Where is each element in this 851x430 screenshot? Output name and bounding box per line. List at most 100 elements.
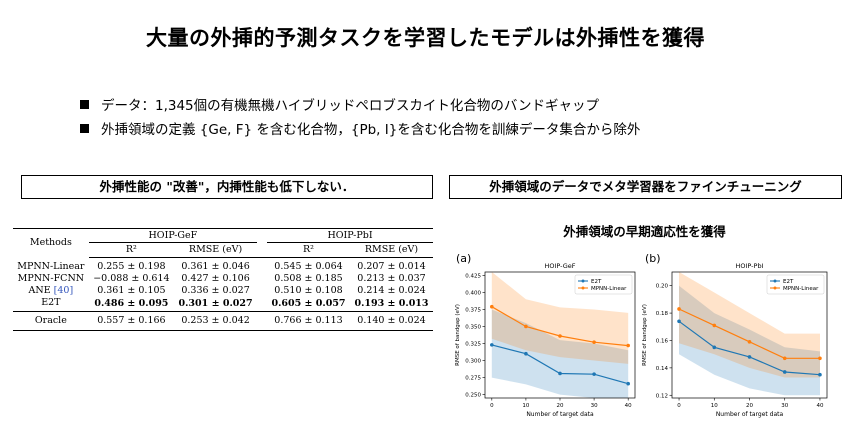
legend-label: E2T [591, 279, 602, 285]
data-point [782, 370, 787, 374]
panel-label: (b) [645, 252, 661, 265]
data-point [747, 355, 752, 359]
y-tick-label: 0.425 [465, 273, 481, 279]
row-method: E2T [13, 297, 89, 312]
data-point [592, 340, 596, 344]
data-point [712, 345, 717, 350]
data-point [592, 372, 596, 376]
slide-title: 大量の外挿的予測タスクを学習したモデルは外挿性を獲得 [146, 26, 705, 50]
y-tick-label: 0.18 [656, 311, 669, 317]
cell-rmse-gef: 0.336 ± 0.027 [181, 285, 250, 296]
methods-header: Methods [13, 228, 89, 258]
cell-rmse-pbi: 0.140 ± 0.024 [349, 311, 433, 331]
cell-rmse-pbi: 0.193 ± 0.013 [349, 297, 433, 312]
cell-rmse-gef: 0.301 ± 0.027 [174, 297, 258, 312]
data-point [524, 351, 528, 356]
bullet-data: データ：1,345個の有機無機ハイブリッドペロブスカイト化合物のバンドギャップ [80, 94, 599, 114]
x-axis-label: Number of target data [526, 411, 594, 418]
row-method: MPNN-FCNN [17, 273, 85, 284]
x-tick-label: 30 [591, 403, 598, 409]
y-tick-label: 0.275 [465, 376, 481, 382]
x-axis-label: Number of target data [716, 411, 784, 418]
legend-marker [581, 286, 585, 290]
cell-r2-gef: 0.557 ± 0.166 [88, 311, 175, 331]
x-tick-label: 30 [781, 403, 788, 409]
cell-r2-gef: −0.088 ± 0.614 [93, 273, 170, 284]
group-header-pbi: HOIP-PbI [267, 228, 433, 243]
cell-r2-pbi: 0.605 ± 0.057 [267, 297, 350, 312]
data-point [677, 307, 681, 311]
cell-r2-pbi: 0.510 ± 0.108 [274, 285, 343, 296]
cell-rmse-pbi: 0.213 ± 0.037 [357, 273, 426, 284]
legend-label: E2T [783, 279, 794, 285]
data-point [818, 356, 822, 361]
cell-r2-pbi: 0.508 ± 0.185 [274, 273, 343, 284]
y-tick-label: 0.12 [656, 393, 668, 399]
y-tick-label: 0.325 [465, 342, 481, 348]
y-axis-label: RMSE of bandgap (eV) [455, 304, 461, 366]
cell-r2-gef: 0.361 ± 0.105 [97, 285, 166, 296]
table-row-oracle: Oracle 0.557 ± 0.166 0.253 ± 0.042 0.766… [13, 311, 433, 331]
y-tick-label: 0.300 [465, 359, 481, 365]
data-point [524, 324, 528, 329]
cell-rmse-pbi: 0.214 ± 0.024 [357, 285, 426, 296]
cell-r2-gef: 0.486 ± 0.095 [88, 297, 175, 312]
col-rmse-pbi: RMSE (eV) [349, 242, 433, 258]
group-header-gef: HOIP-GeF [88, 228, 258, 243]
cell-rmse-gef: 0.361 ± 0.046 [181, 261, 250, 272]
data-point [747, 340, 752, 344]
confidence-band [679, 272, 820, 378]
cell-r2-gef: 0.255 ± 0.198 [97, 261, 166, 272]
legend-marker [773, 286, 777, 290]
y-tick-label: 0.350 [465, 324, 481, 330]
data-point [558, 371, 562, 376]
data-point [818, 372, 822, 377]
x-tick-label: 0 [490, 403, 494, 409]
row-method: MPNN-Linear [17, 260, 85, 272]
legend-marker [581, 279, 585, 283]
col-rmse-gef: RMSE (eV) [174, 242, 258, 258]
y-tick-label: 0.375 [465, 307, 481, 313]
x-tick-label: 20 [557, 403, 564, 409]
data-point [677, 319, 681, 324]
chart-title: HOIP-GeF [544, 262, 575, 270]
adaptation-title: 外挿領域の早期適応性を獲得 [563, 224, 726, 239]
right-heading-box: 外挿領域のデータでメタ学習器をファインチューニング [449, 175, 842, 199]
cell-r2-pbi: 0.766 ± 0.113 [267, 311, 350, 331]
bullet-square-icon [80, 124, 89, 133]
row-method: Oracle [13, 311, 89, 331]
citation-link[interactable]: [40] [53, 285, 74, 296]
data-point [490, 343, 494, 347]
x-tick-label: 40 [816, 403, 823, 409]
data-point [782, 356, 787, 361]
legend-marker [773, 279, 777, 283]
y-tick-label: 0.250 [465, 393, 481, 399]
bullet-text: 外挿領域の定義 {Ge, F} を含む化合物，{Pb, I}を含む化合物を訓練デ… [101, 122, 641, 138]
cell-rmse-gef: 0.253 ± 0.042 [174, 311, 258, 331]
method-name: ANE [28, 285, 51, 296]
x-tick-label: 20 [746, 403, 753, 409]
y-tick-label: 0.20 [656, 284, 669, 290]
y-tick-label: 0.14 [656, 366, 669, 372]
left-heading-box: 外挿性能の "改善"，内挿性能も低下しない． [21, 175, 433, 199]
table-row: MPNN-FCNN −0.088 ± 0.614 0.427 ± 0.106 0… [13, 273, 433, 285]
table-row: E2T 0.486 ± 0.095 0.301 ± 0.027 0.605 ± … [13, 297, 433, 312]
cell-r2-pbi: 0.545 ± 0.064 [274, 261, 343, 272]
cell-rmse-gef: 0.427 ± 0.106 [181, 273, 250, 284]
legend-label: MPNN-Linear [591, 286, 627, 292]
legend-box [766, 274, 825, 295]
cell-rmse-pbi: 0.207 ± 0.014 [357, 261, 426, 272]
x-tick-label: 0 [677, 403, 681, 409]
chart-title: HOIP-PbI [735, 262, 763, 270]
bullet-text: データ：1,345個の有機無機ハイブリッドペロブスカイト化合物のバンドギャップ [101, 98, 600, 114]
data-point [626, 343, 630, 348]
col-r2-gef: R² [88, 242, 175, 258]
col-r2-pbi: R² [267, 242, 350, 258]
data-point [558, 334, 562, 338]
x-tick-label: 40 [625, 403, 632, 409]
data-point [626, 381, 630, 386]
table-row: ANE [40] 0.361 ± 0.105 0.336 ± 0.027 0.5… [13, 285, 433, 297]
bullet-square-icon [80, 100, 89, 109]
bullet-extrapolation: 外挿領域の定義 {Ge, F} を含む化合物，{Pb, I}を含む化合物を訓練デ… [80, 118, 640, 138]
